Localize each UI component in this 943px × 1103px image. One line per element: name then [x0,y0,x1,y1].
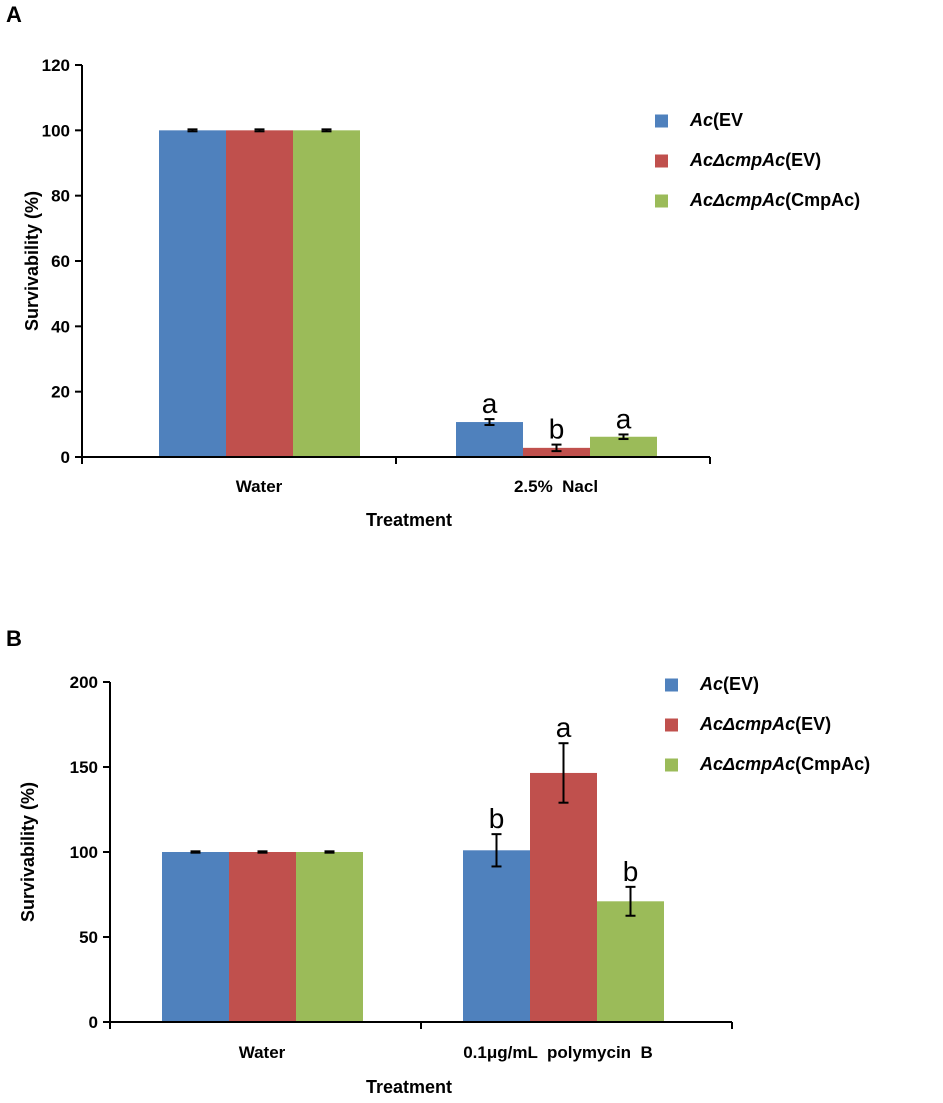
y-tick-label: 60 [51,252,70,271]
legend-label-italic-part: AcΔcmpAc [689,190,785,210]
legend-label-plain-part: (EV) [795,714,831,734]
error-bar-a-series3-cat2 [618,433,629,441]
error-bar-a-series2-cat1 [254,128,265,133]
legend-swatch-1 [655,114,668,128]
error-bar-b-series1-cat2 [491,833,502,868]
error-bar-b-series3-cat1 [324,850,335,854]
bar-b-series3-cat2 [597,901,664,1022]
significance-letter-a-series2: b [549,414,565,445]
legend-label-plain-part: (EV [713,110,743,130]
x-axis-title: Treatment [366,510,452,530]
bar-b-series3-cat1 [296,852,363,1022]
significance-letter-a-series1: a [482,388,498,419]
x-tick-label: Water [236,477,283,496]
y-tick-label: 0 [89,1013,98,1032]
bar-a-series2-cat2 [523,447,590,457]
panel-label-a: A [6,2,22,27]
legend-swatch-2 [655,154,668,168]
y-tick-label: 50 [79,928,98,947]
legend: Ac(EV)AcΔcmpAc(EV)AcΔcmpAc(CmpAc) [665,674,870,774]
bar-b-series2-cat2 [530,772,597,1022]
y-tick-label: 200 [70,673,98,692]
legend-label-italic-part: AcΔcmpAc [699,714,795,734]
error-bar-a-series3-cat1 [321,128,332,133]
legend-label-plain-part: (CmpAc) [785,190,860,210]
bar-b-series1-cat2 [463,850,530,1022]
chart-panel-b: b a b 0 50 100 150 200 Water 0.1μg/mL polymycin B… [18,673,870,1097]
error-bar-b-series1-cat1 [190,850,201,854]
panel-label-b: B [6,626,22,651]
significance-letter-a-series3: a [616,403,632,434]
error-bar-a-series1-cat1 [187,128,198,133]
legend-label-1: Ac(EV) [699,674,759,694]
x-tick-label: Water [239,1043,286,1062]
legend-label-plain-part: (CmpAc) [795,754,870,774]
y-tick-label: 120 [42,56,70,75]
error-bar-a-series1-cat2 [484,418,495,426]
x-tick-label: 0.1μg/mL polymycin B [463,1043,653,1062]
error-bar-b-series2-cat1 [257,850,268,854]
y-tick-label: 80 [51,187,70,206]
y-axis-title: Survivability (%) [18,782,38,922]
bar-a-series2-cat1 [226,130,293,458]
legend-label-italic-part: Ac [699,674,723,694]
y-tick-label: 100 [42,121,70,140]
legend-label-plain-part: (EV) [723,674,759,694]
x-tick-label: 2.5% Nacl [514,477,598,496]
bar-b-series1-cat1 [162,852,229,1022]
bar-a-series3-cat1 [293,130,360,458]
legend-swatch-3 [665,758,678,772]
bar-a-series1-cat1 [159,130,226,458]
y-axis-title: Survivability (%) [22,191,42,331]
legend-label-2: AcΔcmpAc(EV) [689,150,821,170]
y-tick-label: 40 [51,317,70,336]
error-bar-b-series2-cat2 [558,742,569,804]
bar-b-series2-cat1 [229,852,296,1022]
legend-label-italic-part: Ac [689,110,713,130]
legend-label-3: AcΔcmpAc(CmpAc) [689,190,860,210]
significance-letter-b-series2: a [556,712,572,743]
legend-label-2: AcΔcmpAc(EV) [699,714,831,734]
error-bar-b-series3-cat2 [625,885,636,917]
x-axis-title: Treatment [366,1077,452,1097]
y-tick-label: 100 [70,843,98,862]
legend-swatch-3 [655,194,668,208]
legend-swatch-1 [665,678,678,692]
y-tick-label: 0 [61,448,70,467]
legend-swatch-2 [665,718,678,732]
legend-label-plain-part: (EV) [785,150,821,170]
legend-label-italic-part: AcΔcmpAc [699,754,795,774]
y-tick-label: 20 [51,383,70,402]
chart-panel-a: a b a 0 20 40 60 80 100 120 Water 2.5% Nacl Treatmen… [22,56,860,530]
bar-a-series3-cat2 [590,436,657,457]
legend-label-3: AcΔcmpAc(CmpAc) [699,754,870,774]
y-tick-label: 150 [70,758,98,777]
error-bar-a-series2-cat2 [551,443,562,453]
significance-letter-b-series1: b [489,803,505,834]
significance-letter-b-series3: b [623,856,639,887]
legend-label-italic-part: AcΔcmpAc [689,150,785,170]
legend-label-1: Ac(EV [689,110,743,130]
bar-a-series1-cat2 [456,422,523,457]
